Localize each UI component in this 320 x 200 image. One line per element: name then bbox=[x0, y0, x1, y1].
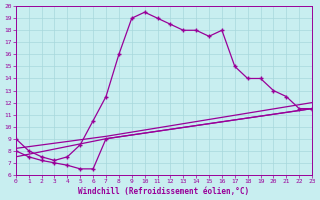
X-axis label: Windchill (Refroidissement éolien,°C): Windchill (Refroidissement éolien,°C) bbox=[78, 187, 250, 196]
